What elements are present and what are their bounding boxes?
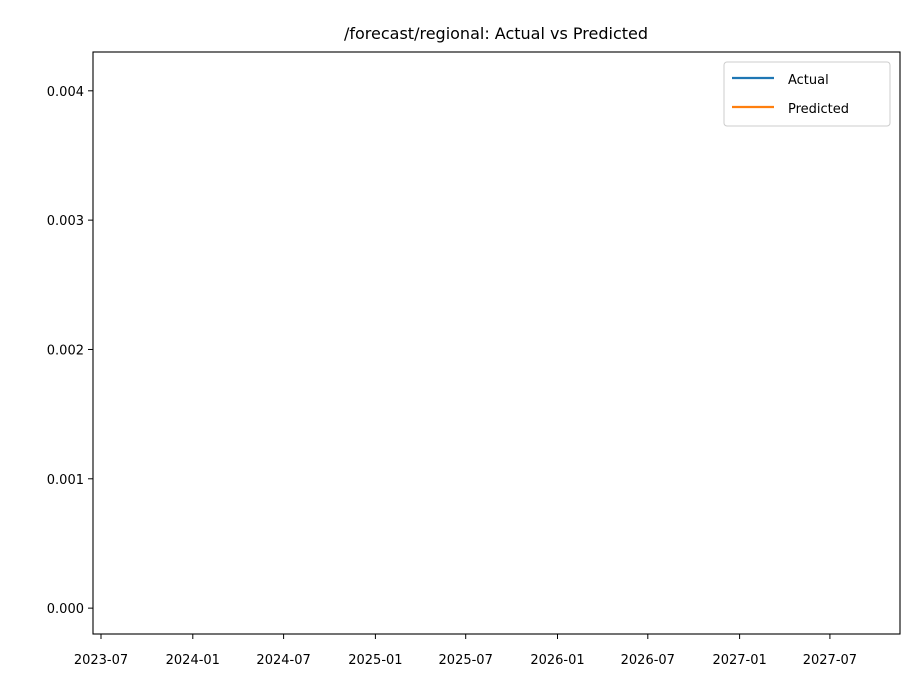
y-tick-label-1: 0.001 xyxy=(47,473,84,488)
x-tick-label-1: 2024-01 xyxy=(166,653,220,668)
chart-title: /forecast/regional: Actual vs Predicted xyxy=(344,24,648,43)
y-tick-label-3: 0.003 xyxy=(47,214,84,229)
x-tick-label-0: 2023-07 xyxy=(74,653,128,668)
y-tick-label-4: 0.004 xyxy=(47,85,84,100)
y-axis: 0.000 0.001 0.002 0.003 0.004 xyxy=(47,85,93,617)
x-tick-label-5: 2026-01 xyxy=(530,653,584,668)
legend-label-predicted: Predicted xyxy=(788,102,849,117)
x-tick-label-8: 2027-07 xyxy=(803,653,857,668)
y-tick-label-0: 0.000 xyxy=(47,602,84,617)
x-tick-label-7: 2027-01 xyxy=(712,653,766,668)
x-tick-label-6: 2026-07 xyxy=(621,653,675,668)
plot-area xyxy=(92,51,901,635)
x-axis: 2023-07 2024-01 2024-07 2025-01 2025-07 2026-… xyxy=(74,634,857,668)
x-tick-label-3: 2025-01 xyxy=(348,653,402,668)
legend: Actual Predicted xyxy=(723,61,891,127)
legend-label-actual: Actual xyxy=(788,73,829,88)
x-tick-label-2: 2024-07 xyxy=(256,653,310,668)
y-tick-label-2: 0.002 xyxy=(47,343,84,358)
x-tick-label-4: 2025-07 xyxy=(439,653,493,668)
